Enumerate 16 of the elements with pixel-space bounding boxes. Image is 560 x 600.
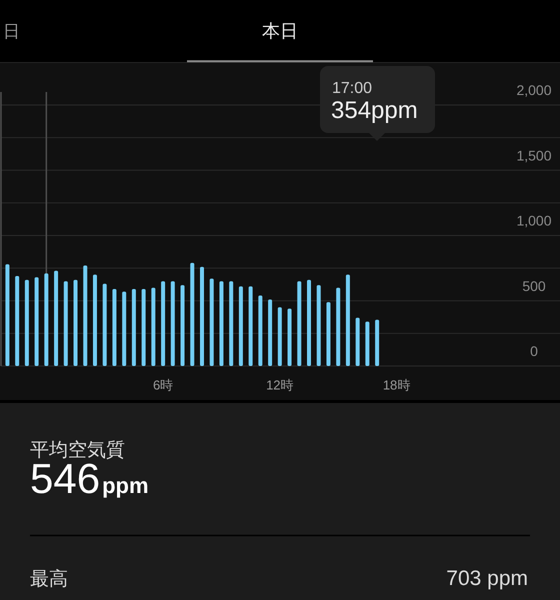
text: ppm (102, 473, 149, 498)
y-tick-label: 0 (530, 343, 538, 359)
y-tick-label: 1,000 (516, 212, 552, 229)
text: 最高 (30, 568, 68, 590)
annotation: 17:00 (332, 80, 372, 97)
chart-title: 本日 (262, 21, 298, 41)
annotation: 354ppm (331, 97, 418, 124)
x-tick-label: 12時 (266, 378, 294, 392)
y-tick-label: 1,500 (516, 147, 552, 164)
x-tick-label: 6時 (152, 378, 174, 392)
text: 日 (3, 22, 20, 41)
text: 平均空気質 (30, 439, 125, 461)
y-tick-label: 2,000 (516, 82, 552, 98)
x-tick-label: 18時 (382, 378, 410, 392)
y-tick-label: 500 (522, 278, 546, 294)
text: 703 ppm (446, 567, 528, 590)
